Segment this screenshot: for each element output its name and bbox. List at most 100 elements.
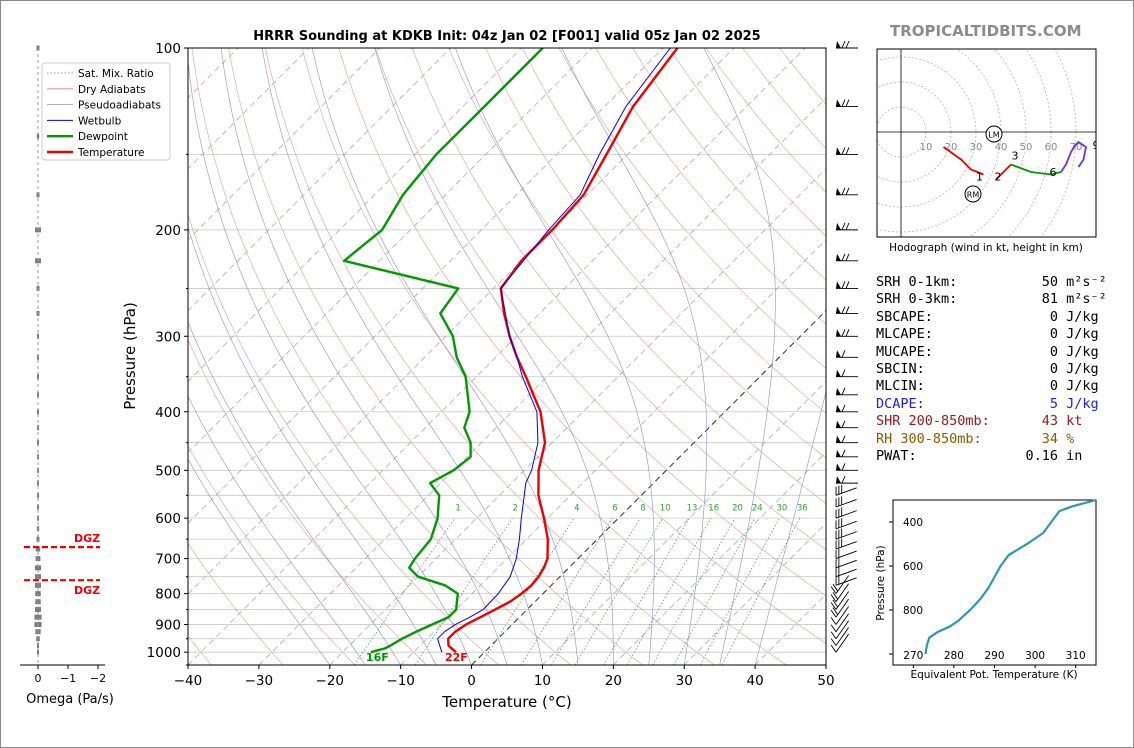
wind-barb	[835, 549, 857, 560]
mixing-ratio-line	[550, 518, 641, 665]
barb-flag	[830, 602, 837, 610]
wind-barb	[836, 187, 858, 196]
x-tick-label: 10	[534, 673, 551, 689]
pseudoadiabat	[188, 458, 331, 665]
stat-row: PWAT: 0.16 in	[876, 448, 1082, 465]
omega-bar	[37, 409, 39, 415]
surface-dewpoint-label: 16F	[366, 651, 389, 664]
barb-flag	[832, 599, 839, 608]
wind-barb	[836, 449, 858, 458]
barb-pennant	[836, 281, 841, 289]
barb-flag	[838, 567, 840, 576]
dry-adiabat	[228, 48, 643, 665]
wind-barb	[835, 484, 857, 496]
barb-staff	[835, 510, 857, 519]
barb-staff	[835, 591, 849, 610]
theta-e-y-label: Pressure (hPa)	[875, 545, 887, 620]
series-temperature-line	[447, 48, 679, 654]
omega-x-tick-label: 0	[35, 672, 42, 685]
y-tick-label: 600	[155, 511, 181, 527]
mixing-ratio-line	[521, 518, 613, 665]
barb-flag	[841, 369, 846, 377]
wind-barb	[836, 281, 858, 289]
dry-adiabat	[188, 542, 284, 665]
barb-flag	[838, 508, 840, 518]
omega-bar	[36, 133, 40, 139]
stat-label: MLCIN:	[876, 378, 925, 395]
pseudoadiabat	[188, 226, 437, 665]
barb-flag	[835, 530, 837, 540]
surface-temperature-label: 22F	[445, 651, 468, 664]
y-tick-label: 200	[155, 223, 181, 239]
wind-barb	[836, 99, 858, 108]
legend-label: Sat. Mix. Ratio	[78, 68, 154, 80]
barb-flag	[841, 404, 846, 412]
barb-staff	[835, 633, 849, 653]
theta-e-x-tick-label: 300	[1025, 650, 1045, 662]
barb-flag	[832, 607, 839, 615]
barb-flag	[838, 485, 840, 495]
omega-bar	[37, 492, 39, 498]
barb-flag	[830, 638, 837, 646]
theta-e-y-tick-label: 600	[903, 561, 923, 573]
mixing-ratio-label: 36	[797, 504, 808, 514]
theta-e-line	[924, 498, 1097, 655]
barb-flag	[835, 559, 837, 568]
omega-bar	[37, 354, 39, 360]
stat-unit: in	[1058, 448, 1083, 464]
barb-staff	[835, 583, 849, 602]
wind-barb	[836, 306, 858, 314]
wind-barb	[830, 627, 849, 646]
wind-barb	[836, 40, 858, 49]
barb-flag	[841, 187, 846, 196]
storm-motion-lm-label: LM	[988, 131, 999, 140]
barb-flag	[835, 576, 837, 586]
barb-pennant	[836, 41, 841, 48]
barb-flag	[841, 281, 846, 289]
chart-title: HRRR Sounding at KDKB Init: 04z Jan 02 […	[253, 29, 760, 44]
x-tick-label: 0	[467, 673, 476, 689]
freezing-isotherm	[471, 310, 826, 665]
stat-label: MLCAPE:	[876, 326, 933, 343]
mixing-ratio-line	[480, 518, 575, 665]
stat-label: RH 300-850mb:	[876, 430, 982, 447]
barb-staff	[835, 627, 849, 646]
dry-adiabat	[191, 48, 571, 665]
stat-label: SBCAPE:	[876, 308, 933, 325]
wind-barb	[830, 620, 849, 639]
stat-unit: m²s⁻²	[1058, 291, 1107, 308]
omega-bar	[36, 536, 40, 542]
mixing-ratio-label: 10	[660, 504, 671, 514]
legend: Sat. Mix. Ratio Dry Adiabats Pseudoadiabat…	[41, 62, 171, 161]
storm-motion-rm-marker	[964, 185, 982, 203]
barb-flag	[838, 575, 840, 585]
barb-flag	[845, 281, 850, 289]
stat-label: DCAPE:	[876, 395, 925, 412]
barb-flag	[835, 520, 837, 529]
isotherm	[613, 451, 826, 665]
mixing-ratio-line	[603, 518, 690, 665]
barb-flag	[845, 222, 850, 231]
storm-motion-rm-label: RM	[967, 191, 980, 200]
barb-staff	[835, 568, 857, 578]
barb-flag	[841, 222, 846, 231]
barb-staff	[835, 487, 857, 496]
barb-flag	[841, 475, 846, 484]
theta-e-x-tick-label: 310	[1066, 650, 1086, 662]
stat-value: 0	[1049, 308, 1058, 325]
barb-flag	[845, 40, 850, 49]
pseudoadiabat	[455, 48, 655, 665]
y-tick-label: 300	[155, 329, 181, 345]
pseudoadiabat	[561, 48, 708, 665]
barb-flag	[830, 644, 837, 653]
barb-flag	[841, 435, 846, 443]
barb-flag	[838, 549, 840, 558]
dry-adiabat	[485, 48, 826, 459]
barb-flag	[830, 617, 837, 625]
pseudoadiabat	[703, 48, 776, 665]
barb-flag	[845, 253, 850, 261]
hodograph-segment	[1060, 140, 1088, 173]
barb-pennant	[836, 187, 841, 195]
series-dewpoint-line	[342, 48, 544, 654]
stat-row: SRH 0-3km: 81 m²s⁻²	[876, 291, 1107, 308]
